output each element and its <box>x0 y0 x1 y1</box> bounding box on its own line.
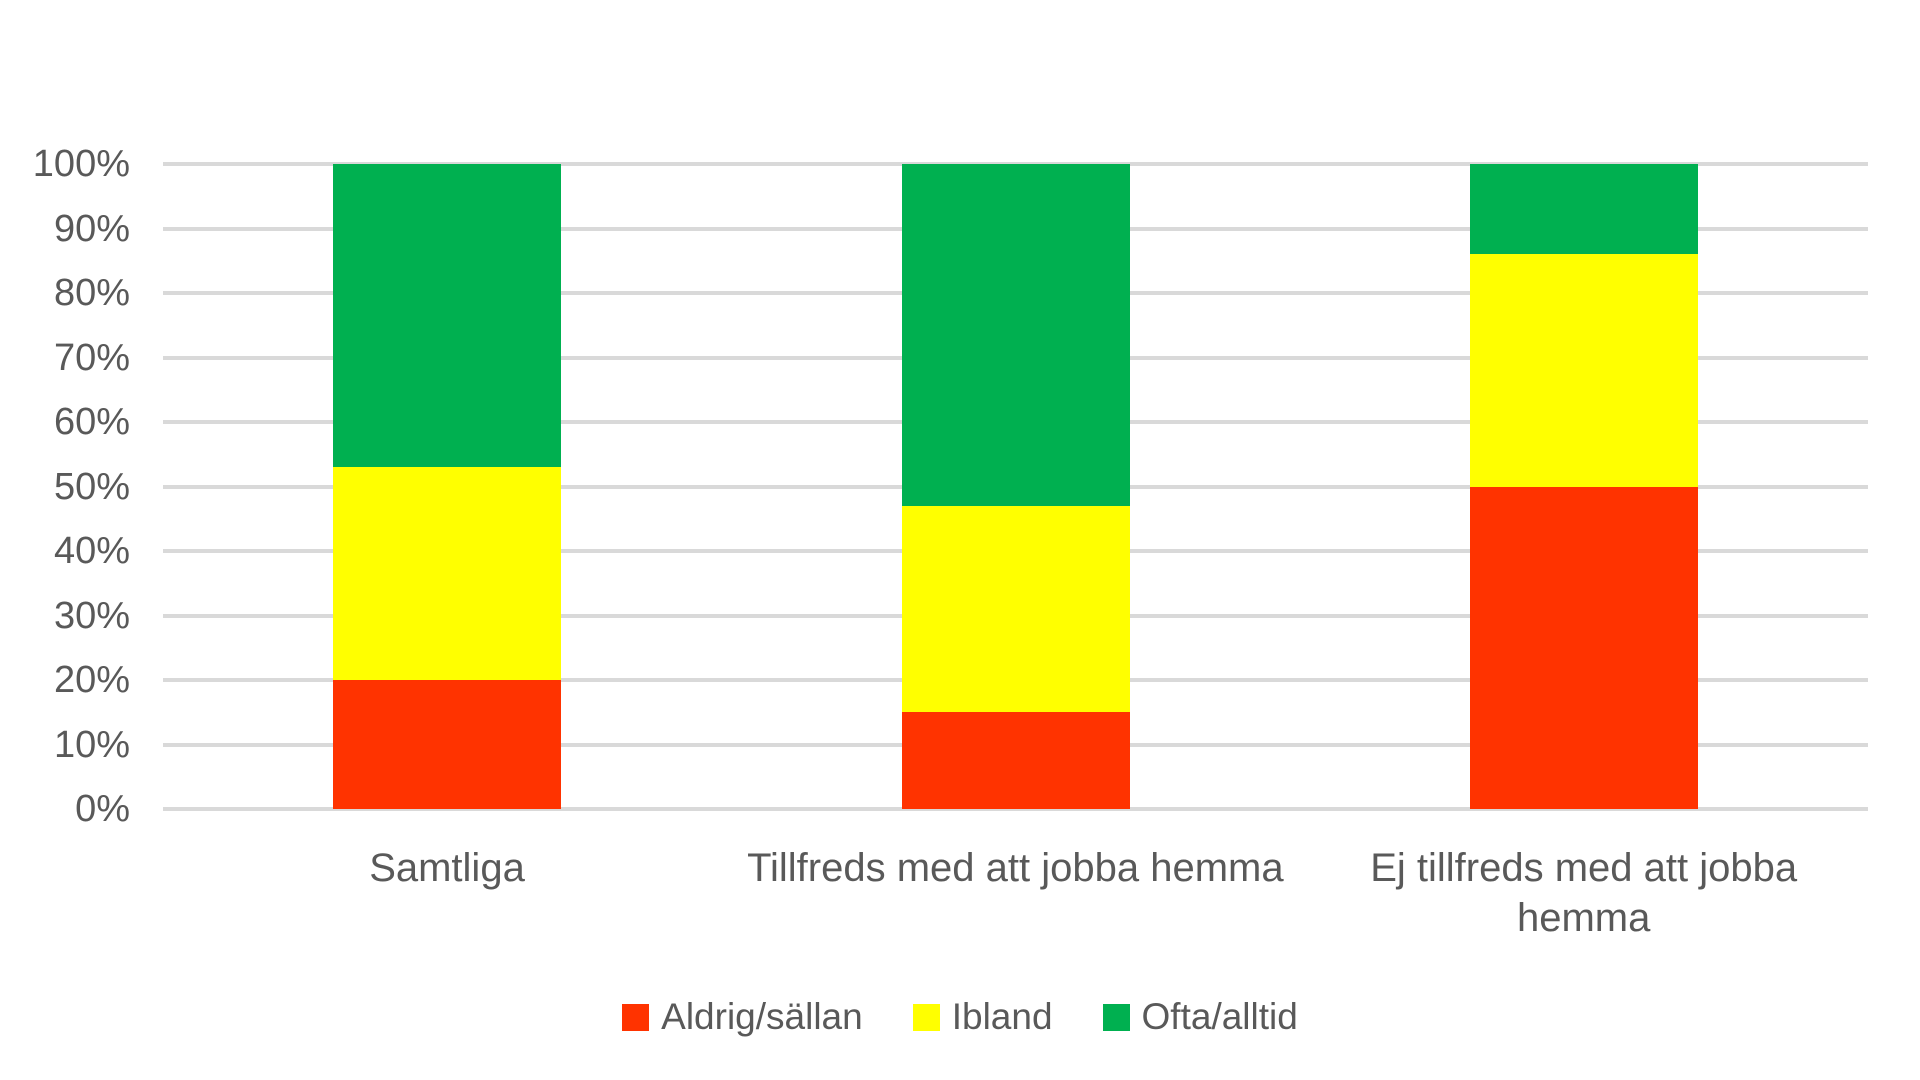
y-tick-label-50%: 50% <box>53 465 130 508</box>
bar-3 <box>1469 164 1698 809</box>
bar-segment-2-Ofta/alltid <box>901 164 1130 506</box>
legend-label-Ofta/alltid: Ofta/alltid <box>1141 996 1298 1037</box>
legend: Aldrig/sällan Ibland Ofta/alltid <box>0 995 1920 1039</box>
gridline-100% <box>163 162 1868 166</box>
y-tick-label-10%: 10% <box>53 723 130 766</box>
bar-segment-2-Ibland <box>901 505 1130 713</box>
legend-swatch-icon-Ibland <box>912 1003 940 1031</box>
bar-segment-3-Ibland <box>1469 254 1698 487</box>
legend-label-Ibland: Ibland <box>951 996 1053 1037</box>
bar-segment-1-Ibland <box>333 467 562 680</box>
legend-item-Ibland: Ibland <box>912 995 1053 1039</box>
y-tick-label-40%: 40% <box>53 530 130 572</box>
bar-segment-1-Ofta/alltid <box>333 164 562 468</box>
y-tick-label-60%: 60% <box>53 401 130 443</box>
y-tick-label-90%: 90% <box>53 207 130 250</box>
bar-2 <box>901 164 1130 809</box>
y-tick-label-0%: 0% <box>75 788 130 830</box>
legend-swatch-icon-Ofta/alltid <box>1102 1003 1130 1031</box>
gridline-0% <box>163 807 1868 811</box>
x-category-label-1: Samtliga <box>369 846 525 890</box>
legend-item-Ofta/alltid: Ofta/alltid <box>1102 995 1298 1039</box>
y-tick-label-70%: 70% <box>53 336 130 379</box>
legend-swatch-icon-Aldrig/sällan <box>622 1003 650 1031</box>
bar-segment-3-Aldrig/sällan <box>1469 486 1698 809</box>
plot-area <box>163 162 1868 811</box>
bar-segment-2-Aldrig/sällan <box>901 712 1130 809</box>
x-category-label-3: Ej tillfreds med att jobba hemma <box>1370 846 1798 940</box>
x-category-label-2: Tillfreds med att jobba hemma <box>747 846 1284 890</box>
bar-1 <box>333 164 562 809</box>
bar-segment-3-Ofta/alltid <box>1469 164 1698 255</box>
y-tick-label-80%: 80% <box>53 272 130 314</box>
bar-segment-1-Aldrig/sällan <box>333 680 562 809</box>
y-tick-label-100%: 100% <box>32 143 130 185</box>
legend-label-Aldrig/sällan: Aldrig/sällan <box>661 996 863 1037</box>
legend-item-Aldrig/sällan: Aldrig/sällan <box>622 995 863 1039</box>
y-tick-label-30%: 30% <box>53 594 130 637</box>
y-tick-label-20%: 20% <box>53 659 130 701</box>
